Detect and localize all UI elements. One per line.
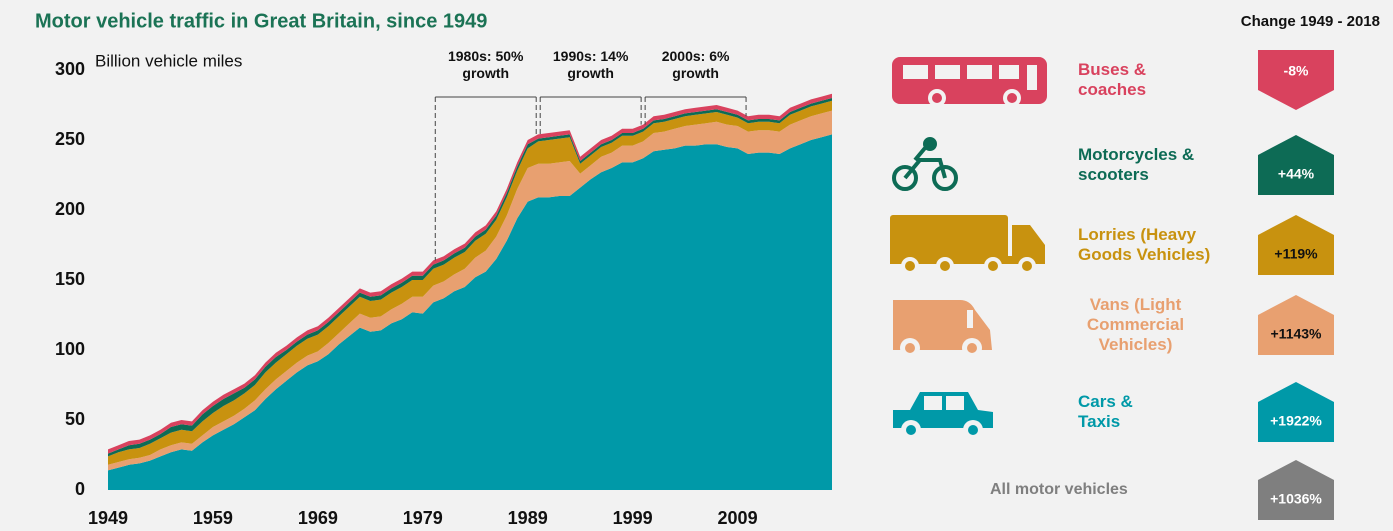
- legend-label: Motorcycles & scooters: [1078, 145, 1195, 184]
- y-axis-label: Billion vehicle miles: [95, 51, 242, 70]
- y-tick-label: 150: [55, 269, 85, 289]
- change-badge: [1258, 295, 1334, 355]
- change-label: +1922%: [1270, 413, 1322, 429]
- annotation: 1980s: 50% growth: [435, 48, 536, 82]
- y-tick-label: 300: [55, 59, 85, 79]
- chart-title: Motor vehicle traffic in Great Britain, …: [35, 10, 487, 32]
- legend-label: Cars & Taxis: [1078, 392, 1133, 431]
- y-tick-label: 250: [55, 129, 85, 149]
- change-label: +44%: [1278, 166, 1315, 182]
- area-1: [108, 110, 832, 471]
- annotation: 2000s: 6% growth: [645, 48, 746, 82]
- change-badge: [1258, 382, 1334, 442]
- change-badge: [1258, 50, 1334, 110]
- y-tick-label: 0: [75, 479, 85, 499]
- annotation: 1990s: 14% growth: [540, 48, 641, 82]
- legend-label: All motor vehicles: [990, 481, 1128, 498]
- area-0: [108, 134, 832, 490]
- motorcycle-icon: [892, 137, 958, 191]
- change-badge: [1258, 135, 1334, 195]
- van-icon: [893, 300, 992, 358]
- change-badge: [1258, 215, 1334, 275]
- x-tick-label: 1969: [298, 508, 338, 528]
- legend-title: Change 1949 - 2018: [1241, 13, 1380, 30]
- x-tick-label: 1989: [508, 508, 548, 528]
- change-label: -8%: [1284, 63, 1309, 79]
- change-badge: [1258, 460, 1334, 520]
- change-label: +1036%: [1270, 491, 1322, 507]
- legend-label: Lorries (Heavy Goods Vehicles): [1078, 225, 1211, 264]
- legend-label: Vans (Light Commercial Vehicles): [1086, 295, 1185, 354]
- change-label: +119%: [1274, 246, 1318, 262]
- car-icon: [893, 392, 993, 440]
- y-tick-label: 50: [65, 409, 85, 429]
- lorry-icon: [890, 215, 1045, 275]
- x-tick-label: 1999: [613, 508, 653, 528]
- bus-icon: [892, 57, 1047, 107]
- change-label: +1143%: [1271, 326, 1323, 342]
- y-tick-label: 100: [55, 339, 85, 359]
- x-tick-label: 1949: [88, 508, 128, 528]
- y-tick-label: 200: [55, 199, 85, 219]
- x-tick-label: 1979: [403, 508, 443, 528]
- x-tick-label: 2009: [718, 508, 758, 528]
- legend-label: Buses & coaches: [1078, 60, 1147, 99]
- x-tick-label: 1959: [193, 508, 233, 528]
